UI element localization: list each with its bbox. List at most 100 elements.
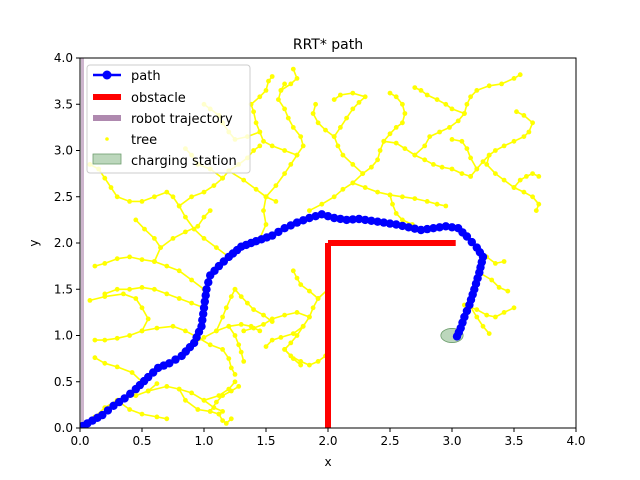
tree-node xyxy=(176,296,182,301)
path-point xyxy=(200,297,209,306)
tree-node xyxy=(133,217,139,223)
tree-node xyxy=(340,186,346,192)
tree-node xyxy=(216,411,222,417)
tree-node xyxy=(493,261,498,266)
path-point xyxy=(120,394,129,403)
tree-node xyxy=(228,365,234,371)
tree-node xyxy=(87,298,93,303)
tree-node xyxy=(524,174,529,179)
tree-node xyxy=(517,177,523,183)
tree-node xyxy=(290,125,296,130)
tree-node xyxy=(207,208,213,214)
tree-node xyxy=(251,109,256,115)
tree-node xyxy=(133,296,139,301)
tree-node xyxy=(422,143,428,149)
tree-node xyxy=(362,94,368,100)
tree-node xyxy=(114,335,120,341)
tree-node xyxy=(158,245,164,251)
tree-node xyxy=(220,175,226,181)
y-tick-label: 2.5 xyxy=(54,190,73,204)
y-axis-label: y xyxy=(27,239,41,246)
tree-node xyxy=(223,421,229,426)
path-point xyxy=(201,291,210,300)
legend-label-path: path xyxy=(131,69,161,84)
tree-node xyxy=(214,328,219,334)
tree-node xyxy=(315,120,321,126)
tree-node xyxy=(183,397,188,403)
tree-node xyxy=(489,277,495,283)
tree-node xyxy=(220,393,226,398)
tree-node xyxy=(257,143,263,149)
x-tick-label: 3.0 xyxy=(442,434,461,448)
tree-node xyxy=(139,285,145,290)
path-point xyxy=(204,278,213,287)
tree-branch xyxy=(89,163,230,258)
tree-node xyxy=(282,347,287,352)
tree-node xyxy=(183,229,188,235)
tree-node xyxy=(319,201,325,207)
tree-node xyxy=(139,257,145,262)
tree-node xyxy=(315,296,321,301)
tree-node xyxy=(369,164,374,170)
tree-node xyxy=(521,189,527,195)
tree-node xyxy=(266,78,271,84)
tree-node xyxy=(216,393,222,398)
tree-branch xyxy=(383,140,471,178)
tree-node xyxy=(439,164,445,170)
x-tick-label: 0.5 xyxy=(132,434,151,448)
tree-node xyxy=(455,118,461,124)
tree-node xyxy=(263,194,269,200)
tree-node xyxy=(220,347,226,352)
tree-node xyxy=(191,226,197,232)
tree-node xyxy=(273,183,279,189)
tree-node xyxy=(356,100,362,105)
tree-node xyxy=(377,148,383,153)
tree-node xyxy=(464,101,470,107)
tree-node xyxy=(501,310,507,315)
tree-node xyxy=(307,314,312,320)
tree-node xyxy=(393,94,399,100)
path-point xyxy=(467,237,476,247)
tree-node xyxy=(201,189,207,195)
tree-node xyxy=(443,203,449,209)
legend-tree-marker xyxy=(105,137,109,141)
tree-node xyxy=(424,92,430,98)
obstacle-layer xyxy=(325,240,456,428)
x-tick-label: 4.0 xyxy=(566,434,585,448)
tree-node xyxy=(214,399,219,405)
tree-node xyxy=(223,305,229,311)
tree-node xyxy=(294,76,300,81)
tree-node xyxy=(139,305,145,311)
tree-node xyxy=(269,319,275,324)
tree-node xyxy=(226,323,232,329)
tree-node xyxy=(350,180,356,186)
tree-node xyxy=(195,223,201,229)
tree-node xyxy=(526,129,532,135)
tree-node xyxy=(282,81,287,87)
path-point xyxy=(330,213,339,223)
tree-node xyxy=(290,66,296,72)
tree-node xyxy=(139,328,145,334)
tree-node xyxy=(459,171,465,177)
tree-node xyxy=(154,325,160,331)
tree-node xyxy=(536,201,542,207)
tree-layer xyxy=(80,66,542,428)
tree-node xyxy=(288,353,294,359)
tree-node xyxy=(276,97,281,102)
tree-node xyxy=(294,152,300,158)
x-axis-label: x xyxy=(324,455,331,469)
tree-node xyxy=(338,92,343,98)
tree-node xyxy=(220,314,226,320)
tree-node xyxy=(273,199,279,204)
tree-node xyxy=(427,134,433,140)
tree-node xyxy=(164,189,170,195)
tree-node xyxy=(127,407,132,412)
tree-node xyxy=(102,360,108,366)
tree-branch xyxy=(259,196,267,239)
tree-node xyxy=(195,407,201,412)
tree-node xyxy=(486,331,492,336)
tree-node xyxy=(313,101,318,107)
tree-node xyxy=(362,185,368,190)
path-point xyxy=(385,219,395,228)
